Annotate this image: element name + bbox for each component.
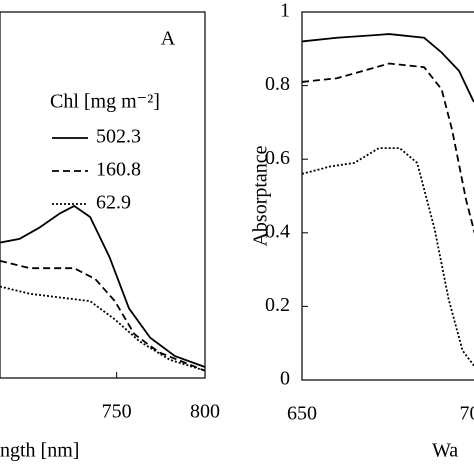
series-line <box>301 62 474 235</box>
legend-title: Chl [mg m⁻²] <box>50 91 160 113</box>
x-axis-label: Wa <box>432 440 458 462</box>
plot-frame <box>0 11 206 379</box>
x-tick-label: 70 <box>460 403 474 425</box>
y-axis-label: Absorptance <box>250 145 272 246</box>
series-line <box>301 33 474 103</box>
series-line <box>301 147 474 368</box>
series-line <box>0 204 206 368</box>
x-tick-label: 750 <box>102 401 132 423</box>
x-tick-label: 650 <box>287 403 317 425</box>
y-tick-label: 1 <box>280 0 290 22</box>
y-tick-label: 0.8 <box>265 73 290 95</box>
y-tick-label: 0.4 <box>265 220 290 242</box>
y-tick-label: 0 <box>280 368 290 390</box>
x-axis-label: ngth [nm] <box>0 440 79 462</box>
panel-label: A <box>161 28 176 50</box>
legend-label: 502.3 <box>96 126 141 148</box>
series-line <box>0 260 206 372</box>
x-tick-label: 800 <box>190 401 220 423</box>
legend-label: 62.9 <box>96 192 131 214</box>
legend-label: 160.8 <box>96 159 141 181</box>
y-tick-label: 0.2 <box>265 294 290 316</box>
series-line <box>0 285 206 372</box>
y-tick-label: 0.6 <box>265 147 290 169</box>
plot-frame <box>301 11 474 381</box>
